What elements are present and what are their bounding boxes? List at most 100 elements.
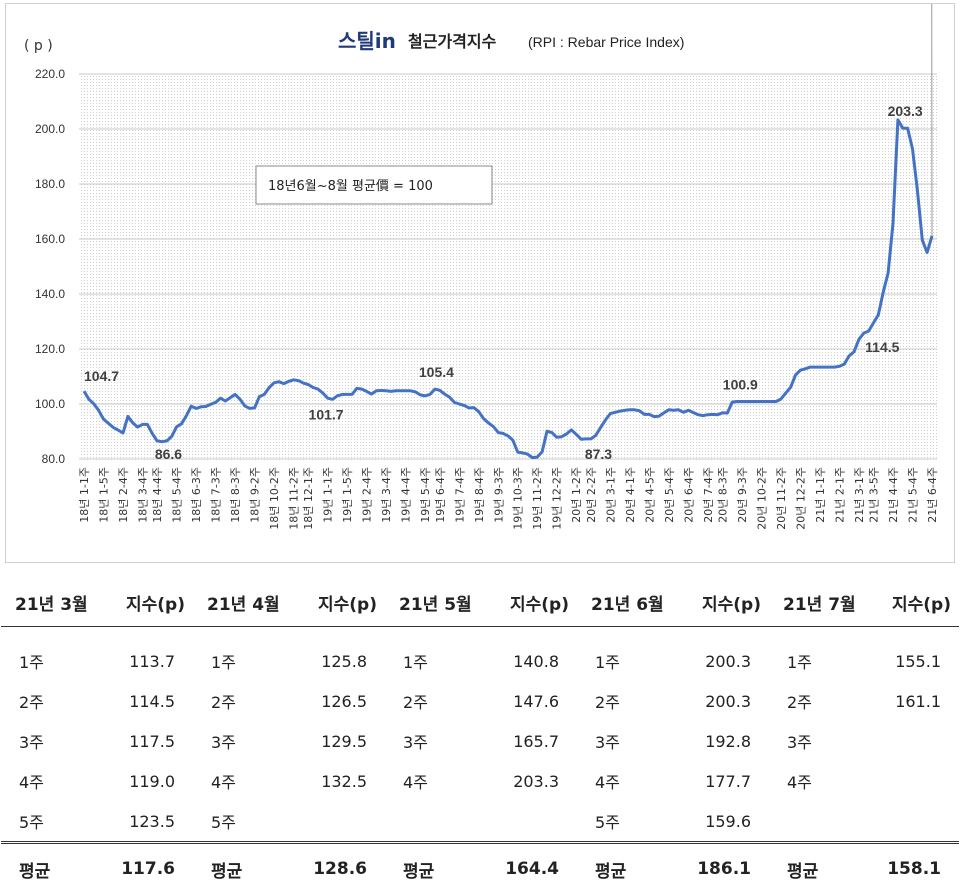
week-cell: 4주 [385, 761, 481, 801]
plot-area [79, 74, 937, 459]
x-tick-label: 20년 10-2주 [755, 467, 768, 530]
header-index: 지수(p) [289, 578, 385, 627]
x-tick-label: 19년 4-4주 [400, 467, 413, 523]
x-tick-label: 20년 7-4주 [702, 467, 715, 523]
x-tick-label: 18년 1-1주 [78, 467, 91, 523]
week-cell: 2주 [769, 681, 865, 721]
week-cell: 3주 [1, 721, 97, 761]
x-tick-label: 19년 11-2주 [531, 467, 544, 530]
value-cell [481, 801, 577, 843]
annotation-text: 18년6월~8월 평균價 = 100 [268, 179, 433, 194]
value-cell [865, 801, 959, 843]
week-cell [385, 801, 481, 843]
week-cell: 3주 [577, 721, 673, 761]
x-tick-label: 19년 5-4주 [419, 467, 432, 523]
week-cell: 1주 [193, 641, 289, 681]
value-cell: 203.3 [481, 761, 577, 801]
rebar-price-index-chart: 스틸in 철근가격지수 (RPI : Rebar Price Index) ( … [6, 4, 956, 564]
week-cell: 4주 [1, 761, 97, 801]
data-label: 203.3 [888, 103, 923, 119]
x-tick-label: 18년 4-4주 [151, 467, 164, 523]
week-cell: 5주 [577, 801, 673, 843]
value-cell: 147.6 [481, 681, 577, 721]
data-label: 100.9 [723, 377, 758, 393]
value-cell: 125.8 [289, 641, 385, 681]
y-tick-label: 100.0 [35, 397, 65, 411]
data-label: 155.1 [919, 4, 954, 7]
data-label: 86.6 [155, 446, 182, 462]
value-cell [865, 721, 959, 761]
x-tick-label: 19년 3-4주 [380, 467, 393, 523]
value-cell: 113.7 [97, 641, 193, 681]
average-value: 164.4 [481, 843, 577, 894]
week-cell: 4주 [193, 761, 289, 801]
value-cell: 114.5 [97, 681, 193, 721]
x-tick-label: 20년 4-1주 [624, 467, 637, 523]
header-index: 지수(p) [865, 578, 959, 627]
value-cell: 123.5 [97, 801, 193, 843]
x-tick-label: 19년 10-3주 [512, 467, 525, 530]
x-tick-label: 20년 1-2주 [570, 467, 583, 523]
x-tick-label: 18년 10-2주 [268, 467, 281, 530]
value-cell: 177.7 [673, 761, 769, 801]
header-index: 지수(p) [673, 578, 769, 627]
value-cell [289, 801, 385, 843]
weekly-index-table-wrap: 21년 3월 지수(p) 21년 4월 지수(p) 21년 5월 지수(p) 2… [0, 578, 960, 894]
x-tick-label: 21년 6-4주 [926, 467, 939, 523]
x-tick-label: 21년 1-1주 [814, 467, 827, 523]
weekly-index-table: 21년 3월 지수(p) 21년 4월 지수(p) 21년 5월 지수(p) 2… [1, 578, 959, 894]
x-tick-label: 18년 11-2주 [288, 467, 301, 530]
x-tick-label: 20년 8-3주 [716, 467, 729, 523]
week-cell: 1주 [577, 641, 673, 681]
week-cell: 3주 [769, 721, 865, 761]
x-tick-label: 20년 5-4주 [663, 467, 676, 523]
value-cell: 159.6 [673, 801, 769, 843]
value-cell: 140.8 [481, 641, 577, 681]
title-suffix: (RPI : Rebar Price Index) [528, 34, 684, 50]
header-month-may: 21년 5월 [385, 578, 481, 627]
week-cell: 2주 [385, 681, 481, 721]
x-tick-label: 18년 3-4주 [136, 467, 149, 523]
value-cell: 132.5 [289, 761, 385, 801]
y-tick-label: 200.0 [35, 122, 65, 136]
week-cell: 3주 [385, 721, 481, 761]
header-month-jul: 21년 7월 [769, 578, 865, 627]
y-tick-label: 180.0 [35, 177, 65, 191]
week-cell: 2주 [193, 681, 289, 721]
week-cell: 5주 [1, 801, 97, 843]
x-tick-label: 19년 2-4주 [361, 467, 374, 523]
value-cell: 129.5 [289, 721, 385, 761]
week-cell: 2주 [1, 681, 97, 721]
average-row: 평균 117.6 평균 128.6 평균 164.4 평균 186.1 평균 1… [1, 843, 959, 894]
value-cell: 200.3 [673, 681, 769, 721]
x-tick-label: 21년 4-4주 [887, 467, 900, 523]
x-tick-label: 20년 6-4주 [682, 467, 695, 523]
y-tick-label: 140.0 [35, 287, 65, 301]
header-month-apr: 21년 4월 [193, 578, 289, 627]
week-cell: 1주 [1, 641, 97, 681]
average-label: 평균 [577, 843, 673, 894]
average-label: 평균 [193, 843, 289, 894]
x-tick-label: 18년 7-3주 [210, 467, 223, 523]
table-row: 1주 113.7 1주 125.8 1주 140.8 1주 200.3 1주 1… [1, 641, 959, 681]
x-tick-label: 21년 3-5주 [868, 467, 881, 523]
x-tick-label: 21년 5-4주 [907, 467, 920, 523]
x-tick-label: 18년 12-1주 [302, 467, 315, 530]
week-cell: 2주 [577, 681, 673, 721]
average-value: 186.1 [673, 843, 769, 894]
x-tick-label: 18년 9-2주 [249, 467, 262, 523]
x-tick-label: 18년 8-3주 [229, 467, 242, 523]
data-label: 104.7 [84, 368, 119, 384]
week-cell: 5주 [193, 801, 289, 843]
x-tick-label: 21년 2-1주 [833, 467, 846, 523]
average-value: 158.1 [865, 843, 959, 894]
x-tick-label: 19년 8-4주 [473, 467, 486, 523]
x-tick-label: 18년 1-5주 [97, 467, 110, 523]
week-cell: 4주 [769, 761, 865, 801]
x-tick-label: 20년 2-2주 [585, 467, 598, 523]
table-header-row: 21년 3월 지수(p) 21년 4월 지수(p) 21년 5월 지수(p) 2… [1, 578, 959, 627]
y-axis-unit-label: ( p ) [24, 38, 53, 54]
data-label: 105.4 [419, 364, 454, 380]
